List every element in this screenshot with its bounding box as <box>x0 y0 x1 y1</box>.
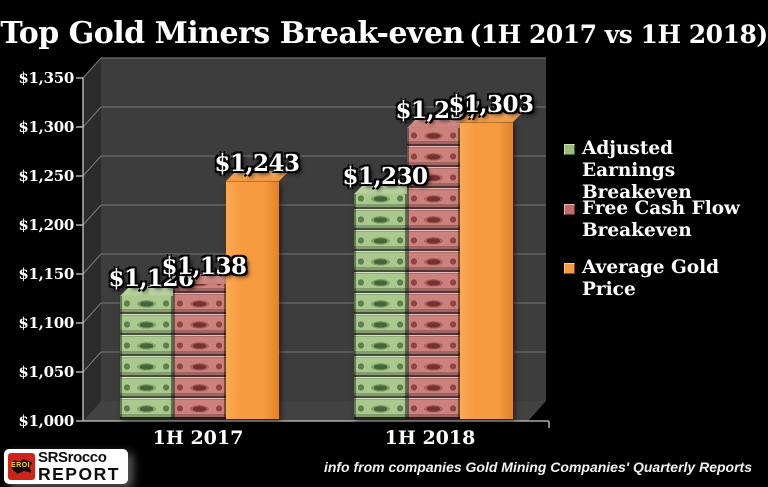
bar-top-face <box>120 286 183 296</box>
y-tick-label: $1,300 <box>18 118 74 136</box>
x-axis <box>83 420 550 428</box>
x-category-label-1h2017: 1H 2017 <box>152 427 244 449</box>
eroi-badge-text: EROI <box>11 462 31 469</box>
bar-adjusted-earnings-1h2018 <box>354 184 417 419</box>
y-tick-label: $1,000 <box>18 412 74 430</box>
logo-name-line2: REPORT <box>38 463 120 484</box>
source-footnote: info from companies Gold Mining Companie… <box>323 459 752 475</box>
eroi-badge: EROI <box>8 453 35 480</box>
legend-swatch-red <box>564 204 575 215</box>
value-label: $1,297 <box>395 97 481 124</box>
legend-label: Average Gold Price <box>582 257 720 300</box>
chart-title: Top Gold Miners Break-even (1H 2017 vs 1… <box>0 16 768 51</box>
value-label: $1,230 <box>342 163 428 190</box>
usa-map-icon <box>10 459 33 474</box>
bar-adjusted-earnings-1h2017 <box>120 286 183 419</box>
y-tick-label: $1,350 <box>18 69 74 87</box>
bar-top-face <box>226 171 289 181</box>
bar-top-face <box>460 112 523 122</box>
srsrocco-report-logo: EROI SRSrocco REPORT <box>4 449 128 484</box>
bar-front-face <box>173 284 226 419</box>
y-tick-label: $1,250 <box>18 167 74 185</box>
grid-connectors <box>82 57 102 373</box>
legend-item-average-gold-price: Average Gold Price <box>564 257 764 301</box>
logo-name-line1: SRSrocco <box>38 448 107 466</box>
legend-swatch-orange <box>564 263 575 274</box>
bar-top-face <box>173 274 236 284</box>
bar-free-cash-flow-1h2017 <box>173 274 236 419</box>
legend-item-free-cash-flow: Free Cash Flow Breakeven <box>564 198 740 242</box>
y-axis <box>76 77 84 422</box>
x-category-label-1h2018: 1H 2018 <box>384 427 476 449</box>
bar-front-face <box>120 296 173 419</box>
chart-title-paren: (1H 2017 vs 1H 2018) <box>469 20 768 49</box>
bar-average-gold-price-1h2017 <box>226 171 289 419</box>
bar-front-face <box>407 128 460 419</box>
bar-top-face <box>407 118 470 128</box>
value-label: $1,126 <box>108 265 194 292</box>
logo-text: SRSrocco REPORT <box>38 450 120 484</box>
value-label: $1,138 <box>161 253 247 280</box>
y-tick-label: $1,050 <box>18 363 74 381</box>
legend-swatch-green <box>564 144 575 155</box>
y-tick-label: $1,200 <box>18 216 74 234</box>
bar-free-cash-flow-1h2018 <box>407 118 470 419</box>
bar-front-face <box>460 122 513 419</box>
y-tick-label: $1,100 <box>18 314 74 332</box>
bar-top-face <box>354 184 417 194</box>
legend-label: Free Cash Flow Breakeven <box>582 198 740 241</box>
chart-title-main: Top Gold Miners Break-even <box>0 16 464 51</box>
bar-average-gold-price-1h2018 <box>460 112 523 419</box>
value-label: $1,243 <box>214 150 300 177</box>
y-tick-label: $1,150 <box>18 265 74 283</box>
plot-side-wall <box>83 58 101 421</box>
legend-label: Adjusted Earnings Breakeven <box>582 138 692 203</box>
bar-front-face <box>354 194 407 419</box>
bar-front-face <box>226 181 279 419</box>
legend-item-adjusted-earnings: Adjusted Earnings Breakeven <box>564 138 764 203</box>
value-label: $1,303 <box>448 91 534 118</box>
